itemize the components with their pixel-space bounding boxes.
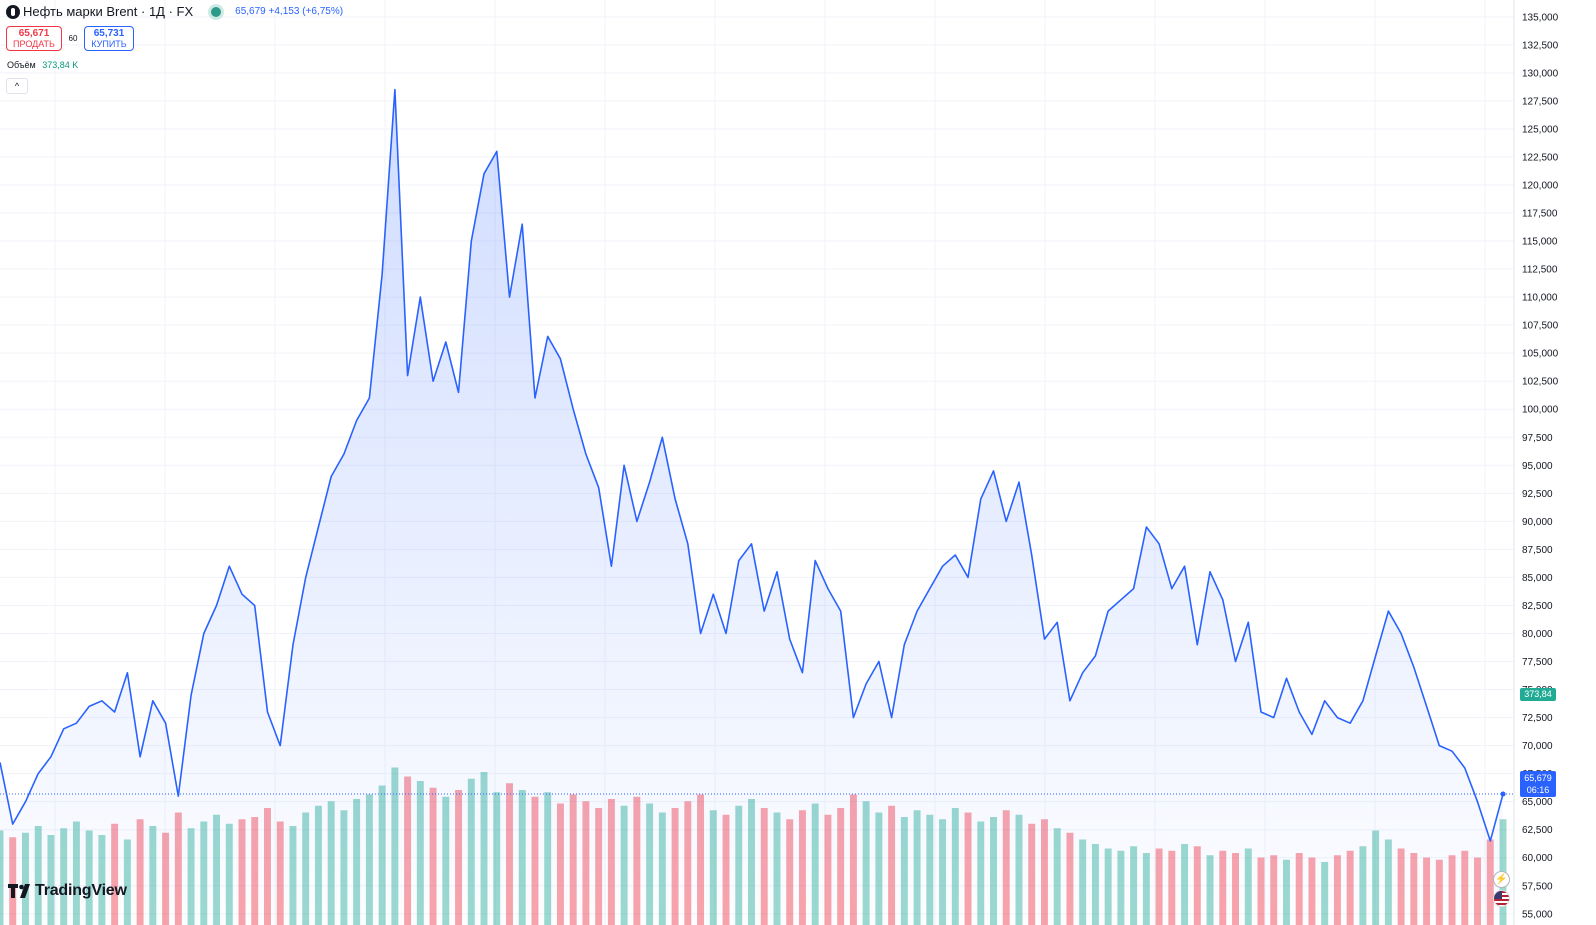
y-tick-label: 110,000: [1522, 293, 1558, 304]
market-status-icon[interactable]: [211, 6, 222, 17]
y-tick-label: 115,000: [1522, 237, 1558, 248]
y-tick-label: 107,500: [1522, 321, 1559, 332]
y-tick-label: 62,500: [1522, 825, 1553, 836]
tradingview-logo[interactable]: TradingView: [8, 882, 127, 900]
volume-value: 373,84 K: [42, 60, 79, 70]
y-tick-label: 90,000: [1522, 517, 1553, 528]
sell-price: 65,671: [18, 27, 50, 39]
symbol-logo-icon: [6, 4, 20, 19]
y-tick-label: 57,500: [1522, 881, 1553, 892]
price-tag: 65,679 06:16: [1520, 771, 1556, 797]
spread-value: 60: [68, 34, 78, 43]
y-tick-label: 102,500: [1522, 377, 1559, 388]
y-tick-label: 132,500: [1522, 40, 1559, 51]
y-tick-label: 70,000: [1522, 741, 1553, 752]
y-tick-label: 120,000: [1522, 181, 1559, 192]
chevron-up-icon: ^: [14, 81, 20, 91]
y-tick-label: 92,500: [1522, 489, 1553, 500]
volume-tag: 373,84 K: [1520, 688, 1556, 712]
y-tick-label: 82,500: [1522, 601, 1553, 612]
buy-button[interactable]: 65,731 КУПИТЬ: [84, 26, 134, 51]
y-tick-label: 105,000: [1522, 349, 1559, 360]
trade-panel: 65,671 ПРОДАТЬ 60 65,731 КУПИТЬ: [6, 26, 134, 51]
price-tag-value: 65,679: [1524, 773, 1552, 783]
y-tick-label: 112,500: [1522, 265, 1558, 276]
price-area-fill: [0, 89, 1503, 925]
y-tick-label: 55,000: [1522, 909, 1553, 920]
y-tick-label: 100,000: [1522, 405, 1559, 416]
y-tick-label: 80,000: [1522, 629, 1553, 640]
sell-button[interactable]: 65,671 ПРОДАТЬ: [6, 26, 62, 51]
y-tick-label: 72,500: [1522, 713, 1553, 724]
y-tick-label: 87,500: [1522, 545, 1553, 556]
collapse-legend-button[interactable]: ^: [6, 78, 28, 94]
last-price-dot: [1500, 791, 1506, 797]
tradingview-logo-icon: [8, 884, 30, 898]
price-change-pct: (+6,75%): [302, 6, 344, 17]
price-info: 65,679 +4,153 (+6,75%): [235, 6, 343, 17]
buy-label: КУПИТЬ: [91, 38, 127, 49]
current-price: 65,679: [235, 6, 266, 17]
y-tick-label: 135,000: [1522, 12, 1559, 23]
y-tick-label: 117,500: [1522, 209, 1558, 220]
y-tick-label: 77,500: [1522, 657, 1553, 668]
flash-icon[interactable]: ⚡: [1493, 871, 1510, 888]
price-change: +4,153: [268, 6, 300, 17]
tradingview-logo-text: TradingView: [35, 882, 127, 899]
sell-label: ПРОДАТЬ: [13, 38, 55, 49]
volume-label[interactable]: Объём: [7, 60, 36, 70]
chart-header: Нефть марки Brent · 1Д · FX 65,679 +4,15…: [6, 4, 343, 19]
y-tick-label: 95,000: [1522, 461, 1553, 472]
y-tick-label: 85,000: [1522, 573, 1553, 584]
symbol-title[interactable]: Нефть марки Brent · 1Д · FX: [23, 4, 194, 19]
y-tick-label: 130,000: [1522, 68, 1559, 79]
y-tick-label: 97,500: [1522, 433, 1553, 444]
y-tick-label: 127,500: [1522, 96, 1559, 107]
y-tick-label: 122,500: [1522, 152, 1559, 163]
y-tick-label: 60,000: [1522, 853, 1553, 864]
buy-price: 65,731: [93, 27, 125, 39]
y-tick-label: 65,000: [1522, 797, 1553, 808]
countdown-value: 06:16: [1526, 785, 1550, 795]
price-line: [0, 88, 1504, 842]
us-flag-icon[interactable]: [1493, 890, 1510, 907]
y-tick-label: 125,000: [1522, 124, 1559, 135]
volume-legend: Объём 373,84 K: [7, 60, 78, 70]
